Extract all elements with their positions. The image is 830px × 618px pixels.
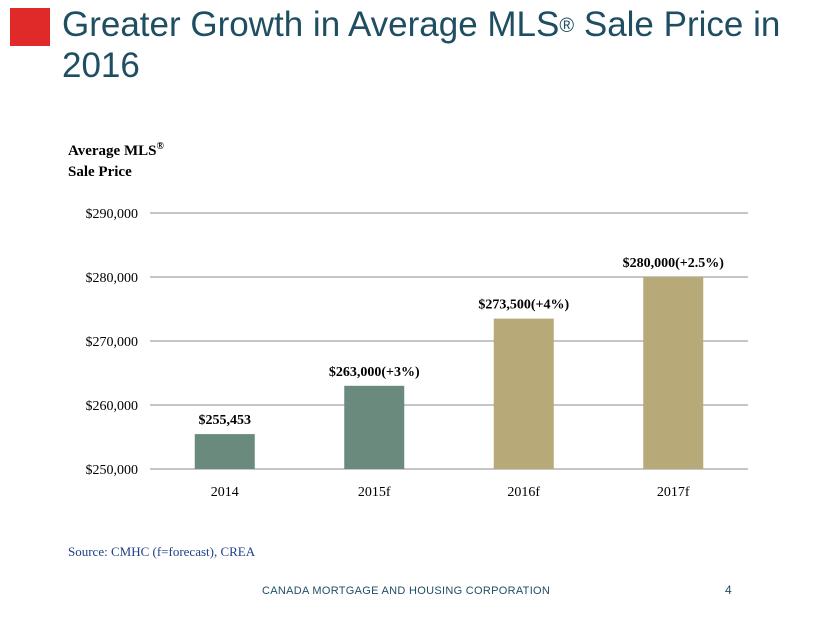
bar bbox=[643, 277, 704, 469]
x-tick-label: 2016f bbox=[507, 485, 540, 500]
page-number: 4 bbox=[725, 583, 732, 597]
y-tick-label: $290,000 bbox=[86, 207, 139, 222]
y-tick-label: $280,000 bbox=[86, 271, 139, 286]
x-tick-label: 2015f bbox=[358, 485, 391, 500]
data-label: $273,500(+4%) bbox=[478, 298, 569, 313]
y-tick-label: $270,000 bbox=[86, 335, 139, 350]
bar bbox=[194, 434, 255, 469]
y-tick-label: $250,000 bbox=[86, 463, 139, 478]
y-axis-label: Average MLS® Sale Price bbox=[68, 141, 164, 180]
footer-organization: CANADA MORTGAGE AND HOUSING CORPORATION bbox=[262, 585, 551, 597]
bar bbox=[493, 318, 554, 469]
data-label: $280,000(+2.5%) bbox=[623, 256, 725, 271]
data-label: $263,000(+3%) bbox=[329, 365, 420, 380]
data-label: $255,453 bbox=[199, 413, 252, 428]
x-tick-label: 2014 bbox=[211, 485, 239, 500]
accent-square bbox=[10, 8, 50, 46]
x-tick-label: 2017f bbox=[657, 485, 690, 500]
bar bbox=[344, 385, 405, 469]
slide-title: Greater Growth in Average MLS® Sale Pric… bbox=[62, 5, 781, 85]
y-tick-label: $260,000 bbox=[86, 399, 139, 414]
source-note: Source: CMHC (f=forecast), CREA bbox=[68, 544, 256, 559]
